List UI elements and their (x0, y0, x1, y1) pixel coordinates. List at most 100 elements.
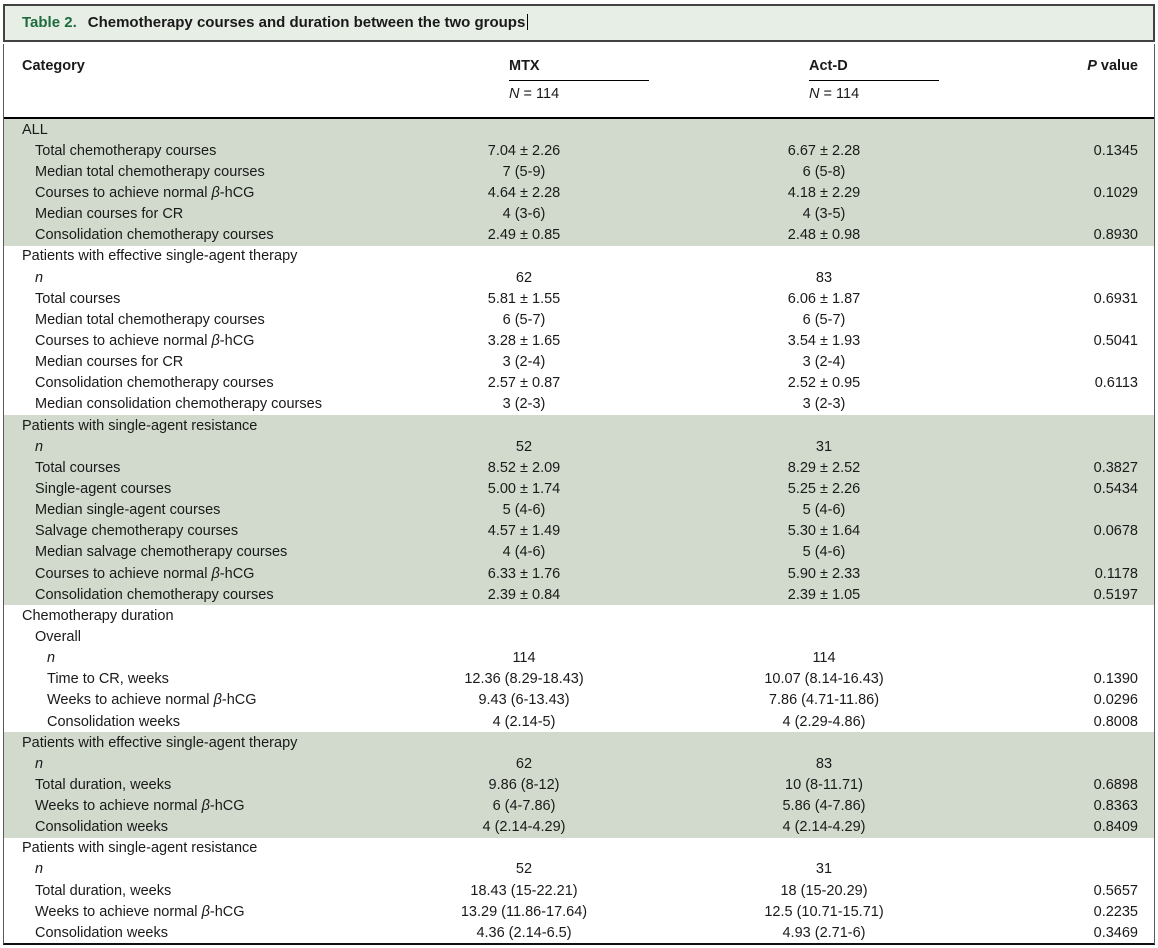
mtx-value: 4.57 ± 1.49 (487, 523, 561, 540)
mtx-value: 6 (4-7.86) (492, 798, 556, 815)
mtx-value: 52 (515, 438, 533, 455)
p-value: 0.0296 (1093, 692, 1138, 709)
table-row: ALL (4, 119, 1154, 141)
actd-value: 2.39 ± 1.05 (787, 586, 861, 603)
actd-value: 83 (815, 269, 833, 286)
mtx-value: 4.36 (2.14-6.5) (476, 924, 572, 941)
mtx-value: 5.00 ± 1.74 (487, 480, 561, 497)
table-row: Patients with single-agent resistance (4, 414, 1154, 437)
actd-value: 8.29 ± 2.52 (787, 459, 861, 476)
column-group-mtx: MTX N = 114 (424, 58, 649, 117)
table-row: n 52 31 (4, 859, 1154, 880)
table-row: Median total chemotherapy courses 7 (5-9)… (4, 161, 1154, 183)
table-body: ALL Total chemotherapy courses 7.04 ± 2.26… (4, 119, 1154, 943)
row-label: Median courses for CR (35, 206, 184, 223)
table-row: Courses to achieve normal β-hCG 3.28 ± 1.… (4, 330, 1154, 351)
table-row: Patients with single-agent resistance (4, 838, 1154, 859)
row-label: Median total chemotherapy courses (35, 163, 265, 180)
row-label: Total chemotherapy courses (35, 142, 217, 159)
row-label: Single-agent courses (35, 480, 172, 497)
table-row: Median salvage chemotherapy courses 4 (4-… (4, 541, 1154, 563)
table-row: n 62 83 (4, 753, 1154, 775)
mtx-value: 12.36 (8.29-18.43) (464, 671, 584, 688)
table-row: Weeks to achieve normal β-hCG 6 (4-7.86) 5… (4, 795, 1154, 817)
mtx-value: 62 (515, 269, 533, 286)
actd-value: 18 (15-20.29) (780, 882, 868, 899)
row-label: Consolidation chemotherapy courses (35, 227, 274, 244)
table-body-frame: Category MTX N = 114 Act-D N = 114 P val… (3, 44, 1155, 946)
group-header-actd: Act-D (809, 58, 848, 74)
row-label: Consolidation chemotherapy courses (35, 586, 274, 603)
mtx-value: 62 (515, 755, 533, 772)
table-row: Consolidation chemotherapy courses 2.49 ±… (4, 224, 1154, 246)
row-label: Median courses for CR (35, 354, 184, 371)
actd-value: 10.07 (8.14-16.43) (764, 671, 884, 688)
p-value: 0.3469 (1093, 924, 1138, 941)
table-header-row: Category MTX N = 114 Act-D N = 114 P val… (4, 44, 1154, 119)
table-row: n 62 83 (4, 267, 1154, 288)
row-label: n (35, 269, 44, 286)
row-label: n (47, 650, 56, 667)
table-row: Courses to achieve normal β-hCG 6.33 ± 1.… (4, 562, 1154, 585)
table-row: Total courses 8.52 ± 2.09 8.29 ± 2.52 0.382… (4, 457, 1154, 479)
actd-value: 6.67 ± 2.28 (787, 142, 861, 159)
actd-value: 4.93 (2.71-6) (782, 924, 866, 941)
actd-value: 3.54 ± 1.93 (787, 332, 861, 349)
table-row: Courses to achieve normal β-hCG 4.64 ± 2.… (4, 182, 1154, 204)
actd-value: 6 (5-8) (802, 163, 846, 180)
column-header-pvalue: P value (1087, 58, 1138, 74)
row-label: ALL (22, 121, 48, 138)
mtx-value: 8.52 ± 2.09 (487, 459, 561, 476)
actd-value: 2.52 ± 0.95 (787, 375, 861, 392)
row-label: Courses to achieve normal β-hCG (35, 184, 255, 201)
mtx-value: 18.43 (15-22.21) (470, 882, 578, 899)
table-title-bar[interactable]: Table 2. Chemotherapy courses and duratio… (3, 4, 1155, 42)
table-row: n 114 114 (4, 648, 1154, 669)
table-row: Overall (4, 626, 1154, 647)
row-label: Chemotherapy duration (22, 607, 174, 624)
p-value: 0.8008 (1093, 713, 1138, 730)
table-row: Total courses 5.81 ± 1.55 6.06 ± 1.87 0.693… (4, 288, 1154, 309)
actd-value: 4 (2.14-4.29) (782, 819, 866, 836)
actd-value: 3 (2-3) (802, 396, 846, 413)
p-value: 0.6113 (1094, 375, 1138, 392)
row-label: Salvage chemotherapy courses (35, 523, 239, 540)
table-row: Median courses for CR 3 (2-4) 3 (2-4) (4, 352, 1154, 373)
table-title-text: Chemotherapy courses and duration betwee… (87, 14, 526, 31)
table-row: Consolidation weeks 4 (2.14-5) 4 (2.29-4.8… (4, 711, 1154, 732)
actd-value: 5.86 (4-7.86) (782, 798, 866, 815)
actd-value: 4.18 ± 2.29 (787, 184, 861, 201)
actd-value: 5.30 ± 1.64 (787, 523, 861, 540)
row-label: Patients with single-agent resistance (22, 840, 258, 857)
row-label: Consolidation weeks (47, 713, 180, 730)
mtx-value: 9.86 (8-12) (488, 776, 560, 793)
mtx-value: 4 (3-6) (502, 206, 546, 223)
p-value: 0.0678 (1093, 523, 1138, 540)
p-value: 0.8363 (1093, 798, 1138, 815)
actd-value: 2.48 ± 0.98 (787, 227, 861, 244)
mtx-value: 4 (4-6) (502, 544, 546, 561)
mtx-value: 3 (2-3) (502, 396, 546, 413)
mtx-value: 7 (5-9) (502, 163, 546, 180)
mtx-value: 13.29 (11.86-17.64) (460, 903, 588, 920)
mtx-value: 114 (512, 650, 536, 667)
p-value: 0.5041 (1093, 332, 1138, 349)
p-value: 0.5657 (1093, 882, 1138, 899)
row-label: Patients with effective single-agent the… (22, 248, 298, 265)
group-n-actd: N = 114 (809, 80, 939, 102)
mtx-value: 2.39 ± 0.84 (487, 586, 561, 603)
p-value: 0.5434 (1093, 480, 1138, 497)
actd-value: 3 (2-4) (802, 354, 846, 371)
actd-value: 31 (815, 438, 833, 455)
table-row: Median consolidation chemotherapy course… (4, 394, 1154, 415)
p-value: 0.5197 (1093, 586, 1138, 603)
p-value: 0.8930 (1093, 227, 1138, 244)
row-label: Weeks to achieve normal β-hCG (47, 692, 257, 709)
table-row: Patients with effective single-agent the… (4, 732, 1154, 754)
actd-value: 5.90 ± 2.33 (787, 565, 861, 582)
row-label: Consolidation chemotherapy courses (35, 375, 274, 392)
table-row: Median single-agent courses 5 (4-6) 5 (4-6… (4, 499, 1154, 521)
p-value: 0.1029 (1093, 184, 1138, 201)
table-row: Consolidation chemotherapy courses 2.57 ±… (4, 373, 1154, 394)
mtx-value: 6.33 ± 1.76 (487, 565, 561, 582)
